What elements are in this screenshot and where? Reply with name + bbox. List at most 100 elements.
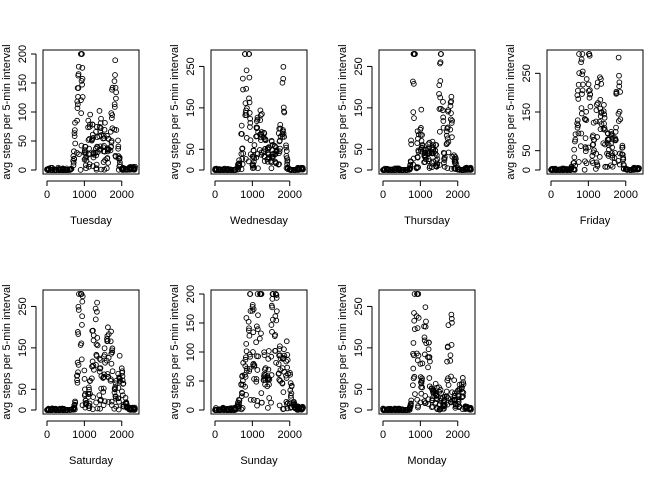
data-point [108, 360, 115, 367]
data-point [451, 377, 458, 384]
data-point [269, 151, 276, 158]
data-point [246, 325, 252, 332]
data-point [113, 395, 119, 402]
data-point [616, 108, 623, 115]
data-point [449, 117, 455, 124]
data-point [77, 167, 84, 173]
data-point [580, 81, 586, 88]
data-point [112, 384, 119, 390]
data-point [582, 135, 589, 141]
x-tick-label: 0 [212, 189, 218, 201]
data-point [247, 119, 254, 126]
data-point [609, 163, 616, 170]
data-point [587, 103, 594, 110]
data-point [619, 142, 626, 149]
data-point [81, 367, 88, 374]
y-tick-label: 0 [17, 167, 29, 173]
data-point [253, 154, 260, 161]
data-point [575, 87, 581, 94]
data-point [255, 165, 261, 172]
x-tick-label: 2000 [109, 429, 133, 441]
data-point [449, 319, 455, 326]
data-point [445, 149, 452, 156]
data-point [236, 157, 242, 164]
data-point [113, 95, 119, 102]
data-point [86, 386, 92, 393]
data-point [265, 375, 272, 382]
data-point [246, 95, 252, 102]
data-point [447, 116, 454, 123]
data-point [265, 405, 271, 411]
data-point [619, 144, 626, 151]
data-point [75, 331, 82, 337]
data-point [104, 338, 111, 344]
data-point [418, 125, 424, 131]
data-point [419, 132, 425, 138]
data-point [239, 75, 246, 82]
data-point [243, 367, 250, 374]
data-point [597, 96, 604, 103]
data-point [109, 349, 116, 356]
data-point [411, 326, 418, 332]
y-axis-label: avg steps per 5-min interval [1, 284, 13, 419]
data-point [79, 51, 85, 57]
data-point [443, 388, 450, 395]
x-tick-label: 1000 [240, 189, 264, 201]
data-point [456, 167, 463, 173]
data-point [459, 375, 466, 381]
x-axis-label: Sunday [240, 455, 278, 467]
data-point [414, 396, 421, 403]
data-point [611, 155, 618, 161]
data-point [97, 365, 104, 371]
data-point [119, 377, 126, 384]
y-tick-label: 50 [17, 383, 29, 395]
x-tick-label: 1000 [408, 189, 432, 201]
data-point [276, 376, 283, 383]
data-point [437, 59, 444, 66]
data-point [74, 379, 81, 386]
x-axis-label: Saturday [69, 455, 114, 467]
data-point [109, 112, 116, 118]
data-point [287, 371, 293, 378]
x-axis-label: Friday [580, 215, 611, 227]
data-point [71, 406, 78, 413]
data-point [578, 59, 584, 66]
data-point [269, 304, 276, 311]
data-point [410, 382, 416, 389]
data-point [105, 355, 112, 361]
data-point [270, 291, 276, 297]
data-point [89, 358, 96, 365]
data-point [276, 137, 283, 144]
x-tick-label: 0 [380, 189, 386, 201]
data-point [575, 159, 582, 165]
data-point [436, 82, 443, 88]
data-point [448, 342, 455, 348]
data-point [447, 357, 454, 364]
data-point [96, 108, 103, 114]
data-point [438, 51, 444, 57]
data-point [574, 124, 581, 131]
data-point [90, 394, 97, 400]
data-point [268, 165, 275, 172]
data-point [601, 120, 607, 127]
data-point [108, 115, 115, 122]
plot-frame [210, 289, 308, 415]
data-point [283, 144, 290, 151]
data-point [579, 51, 586, 57]
data-point [92, 305, 99, 312]
data-point [273, 295, 280, 301]
data-point [249, 307, 256, 314]
data-point [262, 137, 269, 144]
data-point [238, 406, 245, 413]
panel-thursday: 0 1000 2000 Thursday 0 50 150 250 avg steps per … [337, 44, 476, 227]
data-point [111, 104, 118, 110]
data-point [100, 389, 107, 395]
data-point [239, 145, 246, 152]
data-point [239, 378, 246, 384]
data-point [581, 166, 588, 173]
data-point [433, 390, 439, 396]
y-tick-label: 50 [521, 145, 533, 157]
data-point [100, 385, 107, 392]
data-point [586, 52, 593, 59]
data-point [93, 362, 99, 368]
